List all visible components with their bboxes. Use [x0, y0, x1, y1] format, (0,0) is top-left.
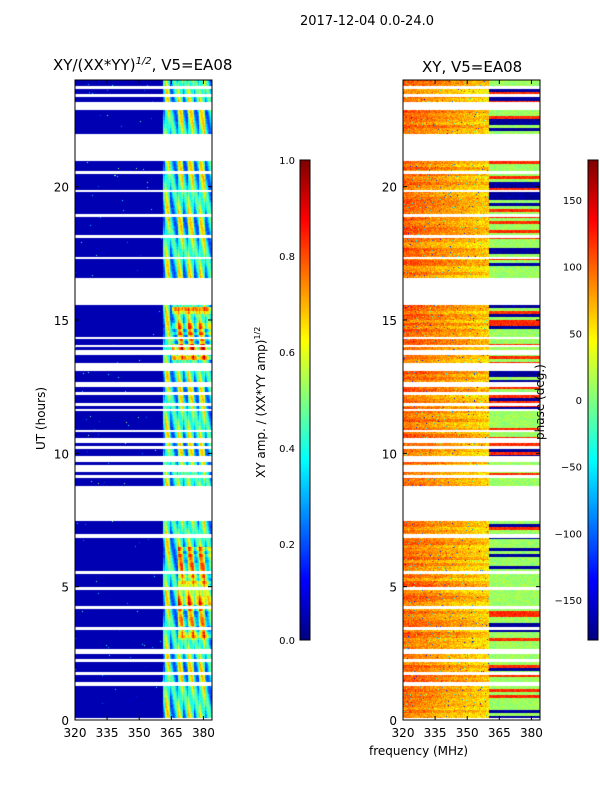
plot-0-frame: [74, 79, 213, 721]
x-tick-label-1: 350: [456, 726, 479, 740]
phase-colorbar-tick-label: 50: [569, 329, 582, 340]
y-tick-label-1: 15: [382, 314, 397, 328]
amplitude-colorbar: [300, 160, 310, 640]
x-tick-label-0: 380: [192, 726, 215, 740]
x-tick-label-1: 320: [392, 726, 415, 740]
x-tick-label-1: 365: [488, 726, 511, 740]
right-plot-title: XY, V5=EA08: [422, 58, 523, 76]
amplitude-colorbar-tick-label: 0.8: [279, 252, 295, 263]
x-tick-label-1: 335: [424, 726, 447, 740]
x-tick-label-0: 365: [160, 726, 183, 740]
amplitude-heatmap: [75, 80, 212, 720]
phase-colorbar-tick-label: −100: [555, 529, 582, 540]
amplitude-colorbar-tick-label: 1.0: [279, 156, 295, 167]
phase-colorbar-label: phase (deg.): [533, 364, 547, 440]
left-y-axis-label: UT (hours): [34, 386, 48, 450]
left-plot-title: XY/(XX*YY)1/2, V5=EA08: [53, 56, 233, 74]
x-tick-label-1: 380: [520, 726, 543, 740]
plot-1-frame: [402, 79, 541, 721]
amplitude-colorbar-tick-label: 0.2: [279, 540, 295, 551]
phase-colorbar-tick-label: 150: [563, 196, 582, 207]
phase-colorbar-frame: [587, 159, 599, 641]
amplitude-colorbar-tick-label: 0.0: [279, 636, 295, 647]
amplitude-colorbar-label: XY amp. / (XX*YY amp)1/2: [253, 326, 268, 478]
y-tick-label-1: 20: [382, 181, 397, 195]
y-tick-label-1: 10: [382, 447, 397, 461]
y-tick-label-0: 0: [61, 714, 69, 728]
x-axis-label: frequency (MHz): [369, 744, 469, 758]
phase-colorbar: [588, 160, 598, 640]
figure-title: 2017-12-04 0.0-24.0: [300, 14, 434, 29]
amplitude-colorbar-tick-label: 0.6: [279, 348, 295, 359]
phase-colorbar-tick-label: 0: [576, 396, 582, 407]
amplitude-colorbar-frame: [299, 159, 311, 641]
phase-colorbar-tick-label: 100: [563, 263, 582, 274]
phase-colorbar-tick-label: −50: [561, 463, 582, 474]
x-tick-label-0: 320: [64, 726, 87, 740]
y-tick-label-0: 5: [61, 581, 69, 595]
y-tick-label-0: 20: [54, 181, 69, 195]
x-tick-label-0: 335: [96, 726, 119, 740]
phase-colorbar-tick-label: −150: [555, 596, 582, 607]
amplitude-colorbar-tick-label: 0.4: [279, 444, 295, 455]
y-tick-label-1: 5: [389, 581, 397, 595]
y-tick-label-1: 0: [389, 714, 397, 728]
y-tick-label-0: 15: [54, 314, 69, 328]
x-tick-label-0: 350: [128, 726, 151, 740]
y-tick-label-0: 10: [54, 447, 69, 461]
phase-heatmap: [403, 80, 540, 720]
